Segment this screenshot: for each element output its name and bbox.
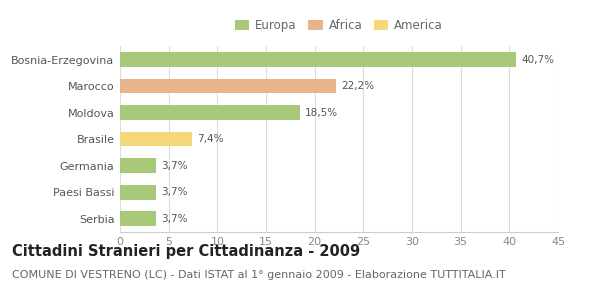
Text: COMUNE DI VESTRENO (LC) - Dati ISTAT al 1° gennaio 2009 - Elaborazione TUTTITALI: COMUNE DI VESTRENO (LC) - Dati ISTAT al … (12, 270, 506, 280)
Bar (120, 79, 336, 93)
Bar (120, 211, 156, 226)
Bar (120, 158, 156, 173)
Text: 3,7%: 3,7% (161, 161, 187, 171)
Bar (120, 132, 192, 146)
Text: 3,7%: 3,7% (161, 187, 187, 197)
Legend: Europa, Africa, America: Europa, Africa, America (235, 19, 443, 32)
Text: 40,7%: 40,7% (521, 55, 554, 65)
Text: 22,2%: 22,2% (341, 81, 374, 91)
Bar (120, 105, 300, 120)
Text: 7,4%: 7,4% (197, 134, 223, 144)
Bar (120, 185, 156, 200)
Text: 18,5%: 18,5% (305, 108, 338, 118)
Text: 3,7%: 3,7% (161, 214, 187, 224)
Bar (120, 52, 516, 67)
Text: Cittadini Stranieri per Cittadinanza - 2009: Cittadini Stranieri per Cittadinanza - 2… (12, 244, 360, 259)
